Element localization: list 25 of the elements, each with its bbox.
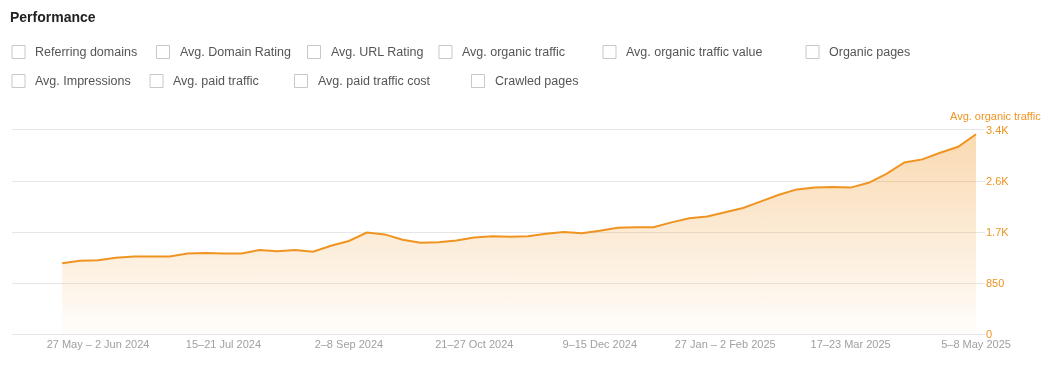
x-tick-label: 17–23 Mar 2025 (810, 338, 891, 351)
chart-title: Performance (10, 8, 96, 25)
x-tick-label: 27 May – 2 Jun 2024 (46, 338, 150, 351)
x-tick-label: 5–8 May 2025 (941, 338, 1011, 351)
x-tick-label: 2–8 Sep 2024 (314, 338, 384, 351)
text: Avg. URL Rating (331, 45, 424, 59)
y-tick-label: 850 (986, 276, 1005, 289)
x-tick-label: 9–15 Dec 2024 (562, 338, 638, 351)
text: Avg. paid traffic (173, 74, 259, 88)
text: Avg. organic traffic (462, 45, 566, 59)
y-tick-label: 1.7K (986, 225, 1010, 238)
text: Avg. paid traffic cost (318, 74, 431, 88)
x-tick-label: 15–21 Jul 2024 (185, 338, 262, 351)
text: Organic pages (829, 45, 911, 59)
x-tick-label: 21–27 Oct 2024 (435, 338, 514, 351)
text: Referring domains (35, 45, 138, 59)
text: Avg. Domain Rating (180, 45, 291, 59)
text: Avg. Impressions (35, 74, 131, 88)
y-tick-label: 3.4K (986, 123, 1010, 136)
text: Avg. organic traffic value (626, 45, 763, 59)
y-tick-label: 0 (986, 327, 993, 340)
x-tick-label: 27 Jan – 2 Feb 2025 (674, 338, 776, 351)
y-tick-label: 2.6K (986, 174, 1010, 187)
text: Crawled pages (495, 74, 579, 88)
y-axis-title: Avg. organic traffic (950, 110, 1042, 122)
